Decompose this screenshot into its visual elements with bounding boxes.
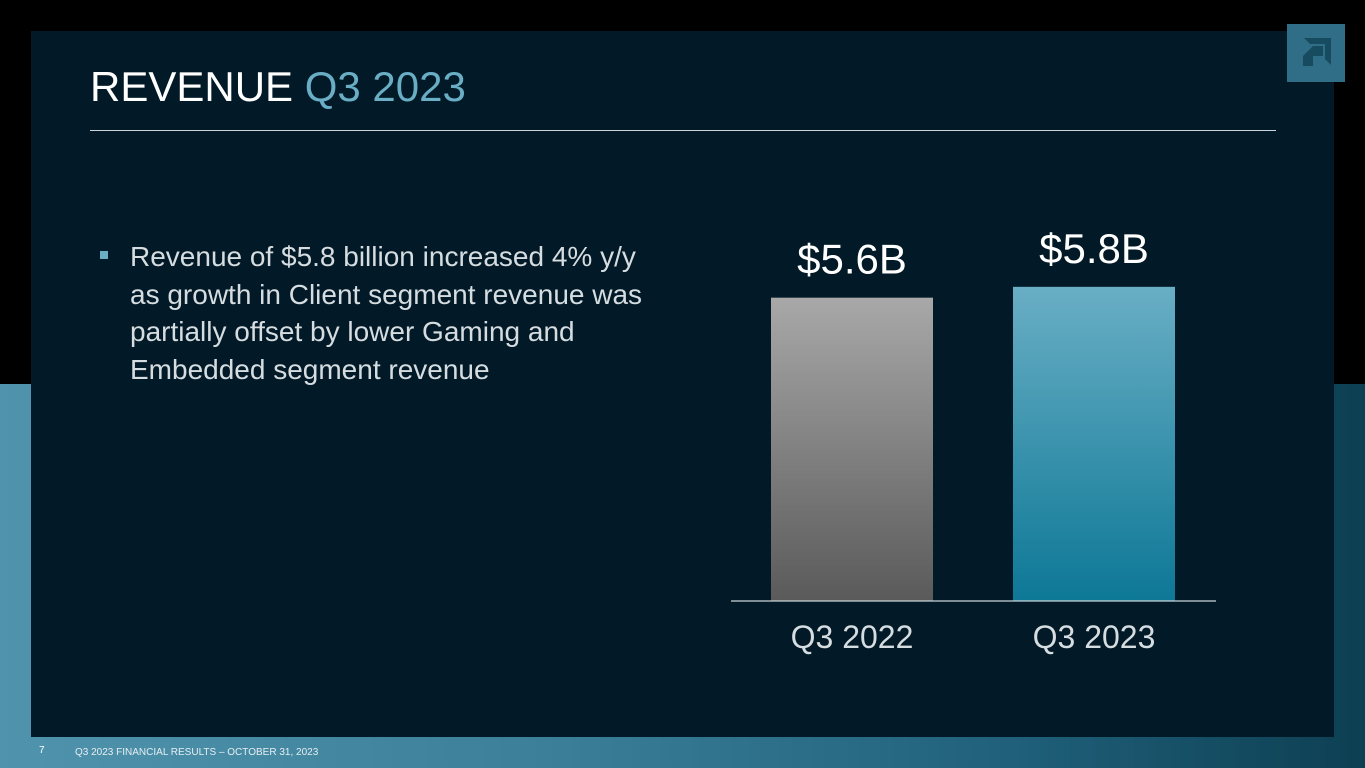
- x-tick-label-q3-2023: Q3 2023: [1033, 619, 1156, 655]
- title-divider: [90, 130, 1276, 131]
- page-number: 7: [39, 745, 45, 756]
- data-label-q3-2023: $5.8B: [1039, 230, 1149, 272]
- bar-q3-2023: [1013, 286, 1175, 601]
- x-tick-label-q3-2022: Q3 2022: [791, 619, 914, 655]
- revenue-bar-chart: $5.6B Q3 2022 $5.8B Q3 2023: [731, 230, 1216, 655]
- data-label-q3-2022: $5.6B: [797, 236, 907, 283]
- footer-text: Q3 2023 FINANCIAL RESULTS – OCTOBER 31, …: [75, 747, 319, 758]
- title-accent: Q3 2023: [304, 63, 466, 110]
- title-main: REVENUE: [90, 63, 294, 110]
- bar-q3-2022: [771, 297, 933, 601]
- bullet-text: Revenue of $5.8 billion increased 4% y/y…: [130, 241, 643, 385]
- page-title: REVENUE Q3 2023: [90, 62, 466, 112]
- bullet-square-icon: [100, 251, 108, 259]
- amd-arrow-logo-icon: [1303, 38, 1331, 66]
- amd-logo: [1287, 24, 1345, 82]
- bullet-point: Revenue of $5.8 billion increased 4% y/y…: [100, 238, 660, 388]
